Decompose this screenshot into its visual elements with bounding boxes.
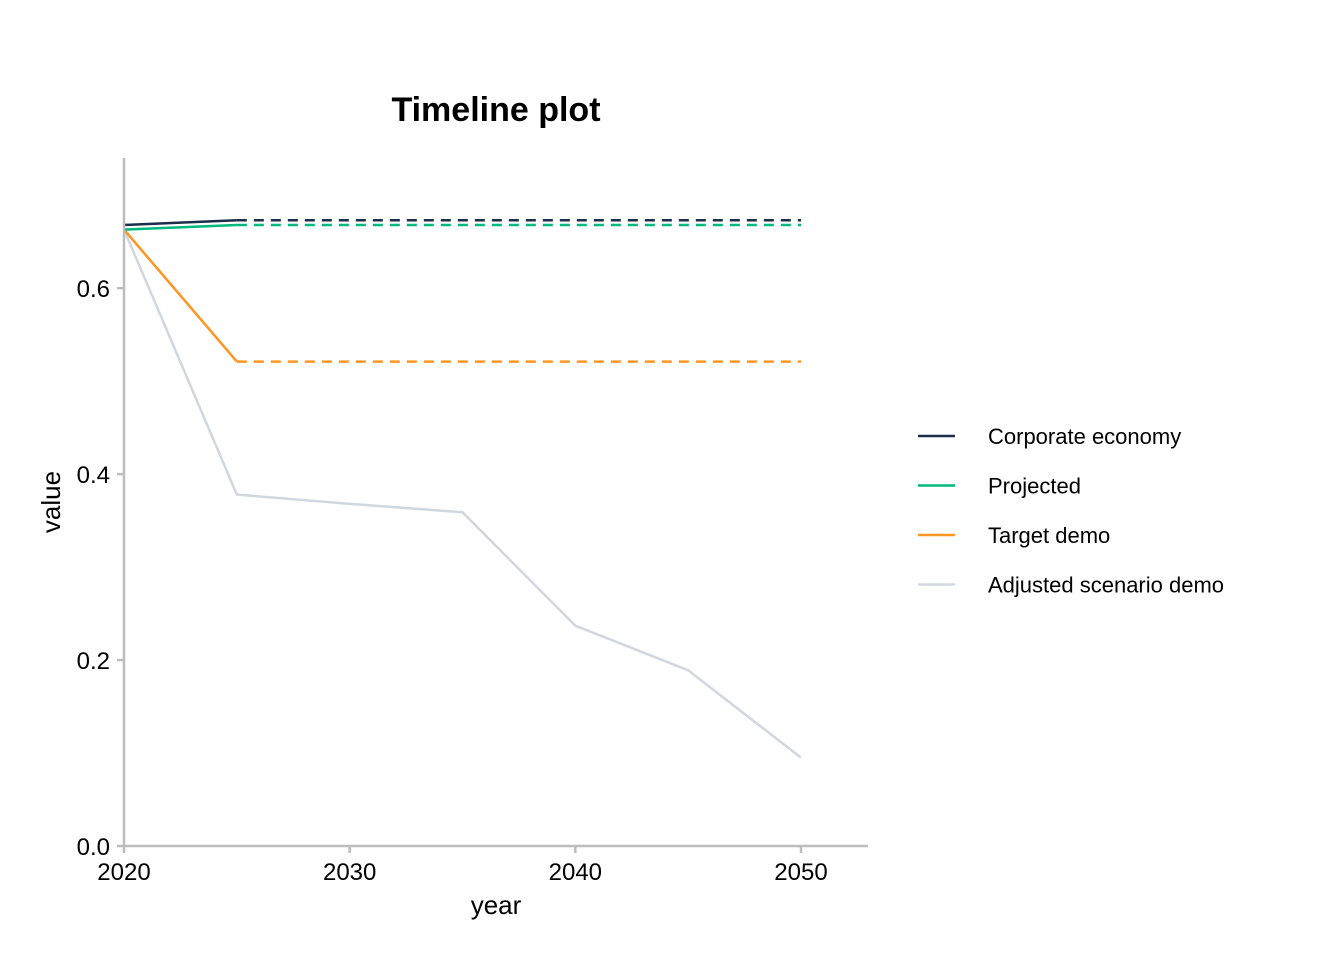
series-line-corporate-economy [123,219,237,227]
y-tick-label: 0.0 [77,834,110,861]
y-axis-ticks: 0.0 0.2 0.4 0.6 [77,276,124,861]
y-tick-label: 0.4 [77,462,110,489]
legend-label-corporate-economy: Corporate economy [988,424,1181,449]
y-tick-label: 0.2 [77,648,110,675]
x-axis-ticks: 2020 2030 2040 2050 [97,846,828,886]
legend-label-projected: Projected [988,474,1081,499]
chart-title: Timeline plot [391,91,600,129]
legend-label-target-demo: Target demo [988,523,1110,548]
x-tick-label: 2020 [97,859,150,886]
x-tick-label: 2050 [774,859,827,886]
plot-lines [122,219,802,759]
x-tick-label: 2040 [549,859,602,886]
legend: Corporate economy Projected Target demo Adj… [918,424,1224,598]
y-axis-label: value [36,471,66,533]
y-tick-label: 0.6 [77,276,110,303]
series-line-target-demo [123,228,238,363]
series-line-adjusted-scenario-demo [122,229,802,759]
x-axis-label: year [471,890,522,920]
series-line-projected [123,223,237,231]
x-tick-label: 2030 [323,859,376,886]
legend-label-adjusted-scenario-demo: Adjusted scenario demo [988,573,1224,598]
